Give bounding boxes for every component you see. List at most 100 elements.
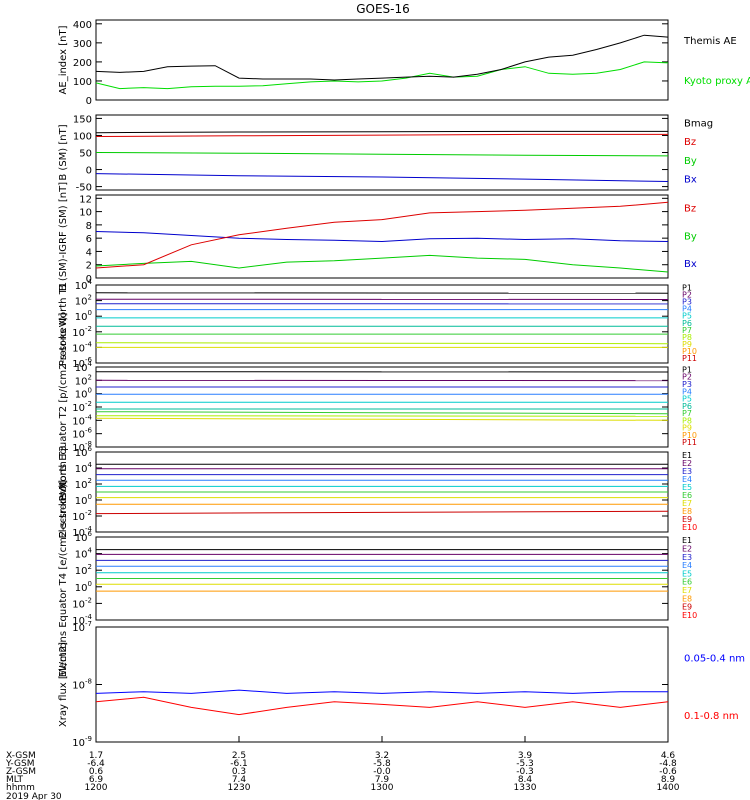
legend-0.05-0.4-nm: 0.05-0.4 nm (684, 654, 745, 665)
legend-p4: P4 (682, 387, 692, 396)
legend-e4: E4 (682, 561, 692, 570)
y-tick-label: 8 (86, 221, 92, 232)
ephemeris-value: 3.2 (375, 751, 389, 761)
legend-p8: P8 (682, 333, 692, 342)
y-tick-exponent: 0 (88, 580, 92, 588)
legend-by: By (684, 156, 697, 167)
legend-p11: P11 (682, 438, 697, 447)
ephemeris-value: 1300 (371, 783, 394, 793)
legend-themis-ae: Themis AE (683, 36, 737, 47)
y-tick-label: 10-2 (72, 596, 92, 610)
legend-p6: P6 (682, 319, 692, 328)
y-axis-label: B (SM) [nT] (58, 124, 69, 180)
y-tick-exponent: -2 (85, 325, 92, 333)
legend-e10: E10 (682, 523, 697, 532)
legend-p5: P5 (682, 395, 692, 404)
y-tick-label: 102 (75, 294, 92, 308)
legend-e1: E1 (682, 536, 692, 545)
y-tick-label: 0 (86, 96, 92, 107)
y-tick-label: 0 (86, 274, 92, 285)
series-p9-line (95, 417, 669, 421)
panel-1: 400 300 200 100 0 AE_index [nT] Themis AE Kyoto… (58, 19, 750, 107)
ephemeris-value: -6.1 (230, 759, 248, 769)
ephemeris-value: 1200 (85, 783, 108, 793)
legend-p9: P9 (682, 424, 692, 433)
legend-e7: E7 (682, 499, 692, 508)
ephemeris-value: 8.9 (661, 775, 676, 785)
y-tick-label: 100 (75, 493, 92, 507)
legend-e2: E2 (682, 545, 692, 554)
ephemeris-row-label: Z-GSM (6, 767, 36, 777)
y-tick-exponent: 2 (88, 373, 92, 381)
y-tick-label: 10-7 (72, 620, 92, 634)
y-tick-exponent: 4 (88, 461, 93, 469)
ephemeris-value: 0.6 (89, 767, 104, 777)
ephemeris-value: 3.9 (518, 751, 533, 761)
y-tick-exponent: 2 (88, 294, 92, 302)
series-p8-line (95, 342, 669, 345)
series-e9-line (95, 510, 669, 515)
y-tick-label: 10-8 (72, 678, 92, 692)
legend-e10: E10 (682, 611, 697, 620)
legend-e3: E3 (682, 553, 692, 562)
ephemeris-value: 4.6 (661, 751, 676, 761)
legend-p11: P11 (682, 354, 697, 363)
y-tick-exponent: -6 (85, 427, 93, 435)
series-0.1-0.8-nm-line (95, 696, 669, 716)
y-tick-exponent: -2 (85, 400, 92, 408)
y-tick-exponent: 4 (88, 278, 93, 286)
ephemeris-row-label: Y-GSM (5, 759, 34, 769)
y-tick-exponent: -6 (85, 356, 93, 364)
ephemeris-value: 1230 (228, 783, 251, 793)
y-tick-exponent: 0 (88, 309, 92, 317)
legend-e5: E5 (682, 569, 692, 578)
legend-p7: P7 (682, 326, 692, 335)
y-tick-label: 12 (79, 194, 92, 205)
series-bz-line (95, 201, 669, 269)
y-tick-label: 102 (75, 373, 92, 387)
panel-frame (95, 194, 669, 279)
legend-e8: E8 (682, 594, 692, 603)
legend-e1: E1 (682, 451, 692, 460)
legend-e2: E2 (682, 459, 692, 468)
series-bx-line (95, 231, 669, 243)
series-bmag-line (95, 130, 668, 134)
series-p7-line (95, 411, 669, 415)
y-tick-label: 10-2 (72, 400, 92, 414)
series-by-line (95, 152, 669, 157)
legend-bx: Bx (684, 175, 697, 186)
series-by-line (95, 254, 669, 273)
ephemeris-value: -5.3 (516, 759, 534, 769)
y-tick-label: 10-4 (72, 340, 92, 354)
y-tick-exponent: 0 (88, 493, 92, 501)
ephemeris-value: 1.7 (89, 751, 103, 761)
y-tick-exponent: 2 (88, 477, 92, 485)
panel-frame (95, 284, 669, 364)
y-tick-label: 102 (75, 563, 92, 577)
y-tick-exponent: -4 (85, 413, 93, 421)
y-tick-label: 100 (75, 387, 92, 401)
y-tick-label: 104 (75, 360, 93, 374)
legend-p4: P4 (682, 305, 692, 314)
y-tick-label: 0 (86, 166, 92, 177)
ephemeris-value: 0.3 (232, 767, 246, 777)
ephemeris-value: 8.4 (518, 775, 533, 785)
legend-e9: E9 (682, 603, 692, 612)
y-tick-exponent: -2 (85, 596, 92, 604)
legend-p2: P2 (682, 373, 692, 382)
y-axis-label: Xray flux [W/m2] (58, 642, 69, 727)
legend-p10: P10 (682, 347, 697, 356)
series-p8-line (95, 415, 669, 417)
y-tick-exponent: -8 (85, 678, 92, 686)
y-axis-label: B (SM)-IGRF (SM) [nT] (58, 182, 69, 291)
y-tick-label: 400 (73, 20, 92, 31)
panel-3: 12 10 8 6 4 2 0 B (SM)-IGRF (SM) [nT] Bz By Bx (58, 182, 697, 291)
y-axis-label: Protons North T1 (58, 282, 69, 366)
y-tick-exponent: 6 (88, 530, 93, 538)
legend-p9: P9 (682, 340, 692, 349)
y-tick-exponent: -7 (85, 620, 92, 628)
legend-p6: P6 (682, 402, 692, 411)
